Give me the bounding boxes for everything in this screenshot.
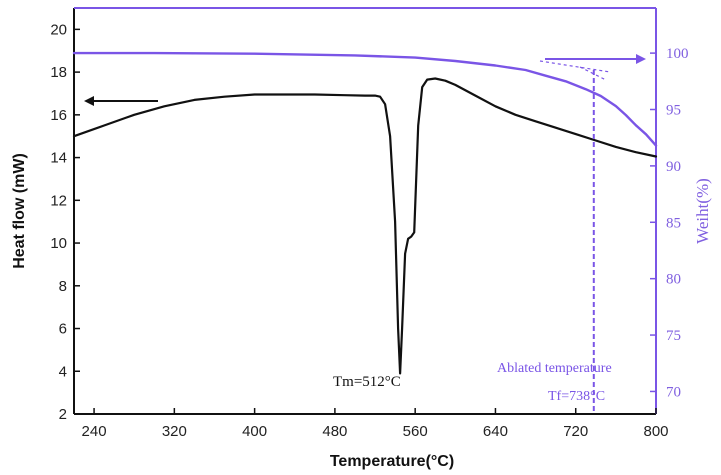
ablated-temperature-label: Ablated temperature bbox=[497, 361, 612, 376]
bottom-tick-label: 800 bbox=[643, 423, 668, 440]
onset-tangent-1 bbox=[539, 60, 611, 73]
right-tick-label: 80 bbox=[666, 272, 681, 288]
bottom-ticks: 240 320 400 480 560 640 720 800 bbox=[82, 408, 669, 440]
right-tick-label: 85 bbox=[666, 215, 681, 231]
left-tick-label: 20 bbox=[50, 21, 67, 38]
left-tick-label: 12 bbox=[50, 192, 67, 209]
left-tick-label: 16 bbox=[50, 107, 67, 124]
right-tick-label: 95 bbox=[666, 103, 681, 119]
bottom-tick-label: 720 bbox=[563, 423, 588, 440]
heatflow-arrowhead bbox=[84, 96, 94, 106]
left-tick-label: 4 bbox=[59, 363, 67, 380]
right-tick-label: 100 bbox=[666, 46, 689, 62]
tm-label: Tm=512°C bbox=[333, 374, 401, 390]
right-tick-label: 75 bbox=[666, 328, 681, 344]
bottom-tick-label: 400 bbox=[242, 423, 267, 440]
left-tick-label: 14 bbox=[50, 150, 67, 167]
left-tick-label: 8 bbox=[59, 278, 67, 295]
x-axis-title: Temperature(°C) bbox=[330, 453, 454, 470]
left-tick-label: 18 bbox=[50, 64, 67, 81]
series-layer bbox=[72, 51, 658, 375]
weight-series-line bbox=[72, 51, 658, 147]
left-tick-label: 2 bbox=[59, 406, 67, 423]
weight-arrowhead bbox=[636, 54, 646, 64]
left-ticks: 2 4 6 8 10 12 14 16 18 20 bbox=[50, 21, 80, 423]
left-tick-label: 6 bbox=[59, 321, 67, 338]
y-right-axis-title: Weiht(%) bbox=[693, 178, 712, 244]
y-left-axis-title: Heat flow (mW) bbox=[11, 153, 28, 269]
right-tick-label: 90 bbox=[666, 159, 681, 175]
bottom-tick-label: 560 bbox=[403, 423, 428, 440]
bottom-tick-label: 480 bbox=[322, 423, 347, 440]
bottom-tick-label: 640 bbox=[483, 423, 508, 440]
right-ticks: 70 75 80 85 90 95 100 bbox=[650, 46, 689, 400]
tf-label: Tf=738°C bbox=[548, 389, 605, 404]
left-tick-label: 10 bbox=[50, 235, 67, 252]
heatflow-series-line bbox=[72, 77, 658, 375]
right-tick-label: 70 bbox=[666, 384, 681, 400]
bottom-tick-label: 240 bbox=[82, 423, 107, 440]
bottom-tick-label: 320 bbox=[162, 423, 187, 440]
